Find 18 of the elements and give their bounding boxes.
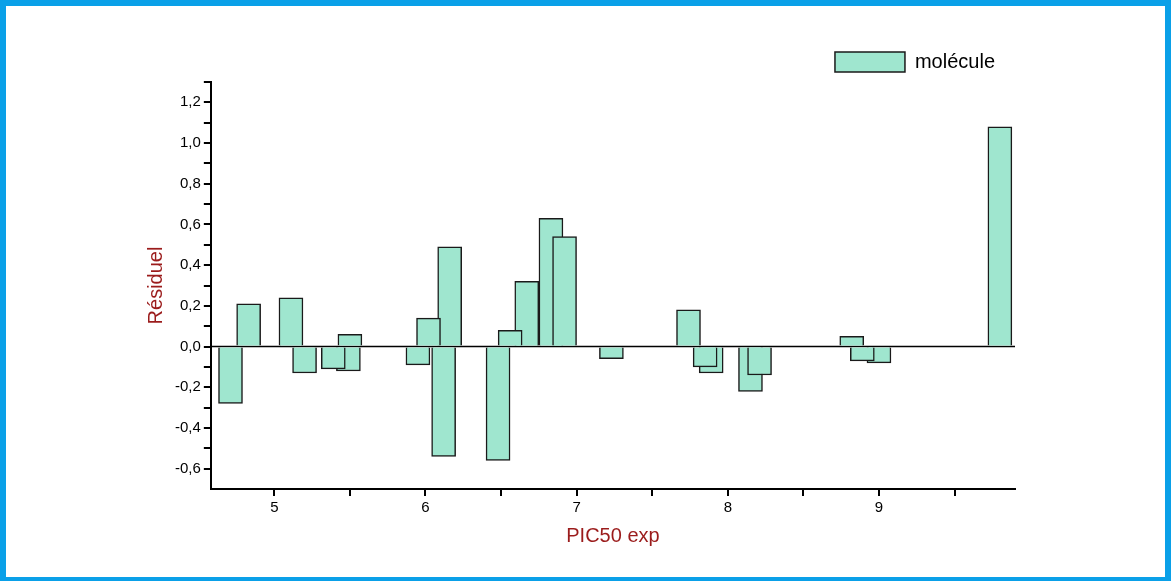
y-tick-label: 1,0 bbox=[179, 133, 201, 151]
y-tick-label: -0,4 bbox=[174, 418, 201, 436]
x-tick-label: 8 bbox=[723, 498, 732, 516]
y-tick-label: 0,4 bbox=[179, 255, 201, 273]
y-tick-label: 0,2 bbox=[179, 295, 201, 313]
y-tick-label: 1,2 bbox=[179, 92, 201, 110]
y-axis-title: Résiduel bbox=[143, 246, 166, 325]
y-tick-label: -0,6 bbox=[174, 458, 201, 476]
x-tick-label: 9 bbox=[874, 498, 884, 516]
y-tick-label: 0,0 bbox=[179, 336, 201, 354]
y-tick-label: 0,6 bbox=[179, 214, 201, 232]
x-tick-label: 5 bbox=[270, 498, 279, 516]
x-tick-label: 6 bbox=[421, 498, 430, 516]
legend-label: molécule bbox=[914, 49, 996, 72]
y-tick-label: -0,2 bbox=[174, 377, 201, 395]
y-tick-label: 0,8 bbox=[179, 173, 201, 191]
x-tick-label: 7 bbox=[572, 498, 581, 516]
x-axis-title: PIC50 exp bbox=[566, 523, 660, 546]
